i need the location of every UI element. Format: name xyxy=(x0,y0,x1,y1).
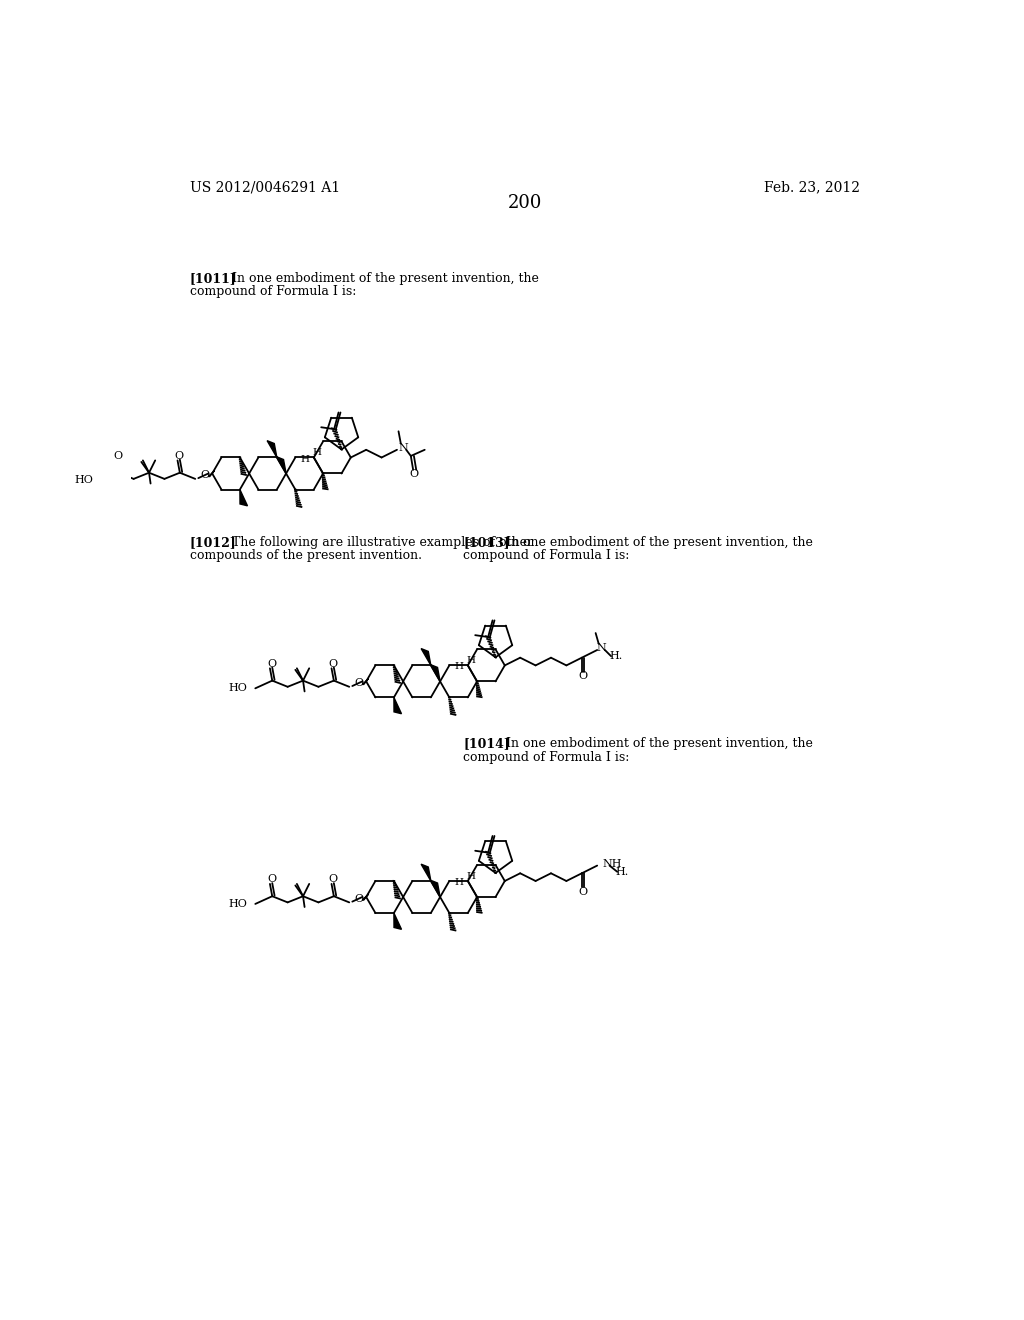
Text: [1012]: [1012] xyxy=(189,536,237,549)
Text: O: O xyxy=(354,678,364,688)
Text: H: H xyxy=(466,656,475,665)
Polygon shape xyxy=(208,470,215,477)
Polygon shape xyxy=(240,490,248,506)
Text: O: O xyxy=(113,451,122,461)
Text: O: O xyxy=(354,894,364,903)
Text: In one embodiment of the present invention, the: In one embodiment of the present inventi… xyxy=(232,272,539,285)
Text: In one embodiment of the present invention, the: In one embodiment of the present inventi… xyxy=(506,738,812,751)
Text: N: N xyxy=(398,444,408,453)
Text: H: H xyxy=(454,878,463,887)
Text: O: O xyxy=(578,887,587,896)
Text: [1011]: [1011] xyxy=(189,272,237,285)
Polygon shape xyxy=(430,664,440,681)
Polygon shape xyxy=(394,697,401,714)
Text: H: H xyxy=(312,449,322,457)
Text: H.: H. xyxy=(609,651,623,661)
Text: HO: HO xyxy=(228,899,248,909)
Text: 200: 200 xyxy=(508,194,542,213)
Text: O: O xyxy=(267,659,276,669)
Text: O: O xyxy=(200,470,209,480)
Text: [1014]: [1014] xyxy=(463,738,510,751)
Polygon shape xyxy=(421,865,431,880)
Text: O: O xyxy=(267,874,276,884)
Polygon shape xyxy=(276,457,286,474)
Text: HO: HO xyxy=(75,475,93,486)
Polygon shape xyxy=(430,880,440,898)
Text: In one embodiment of the present invention, the: In one embodiment of the present inventi… xyxy=(506,536,812,549)
Text: H.: H. xyxy=(615,867,629,876)
Text: O: O xyxy=(329,874,338,884)
Polygon shape xyxy=(267,441,276,458)
Text: US 2012/0046291 A1: US 2012/0046291 A1 xyxy=(189,181,340,194)
Text: [1013]: [1013] xyxy=(463,536,510,549)
Text: N: N xyxy=(596,643,606,653)
Text: O: O xyxy=(329,659,338,669)
Text: The following are illustrative examples of other: The following are illustrative examples … xyxy=(232,536,534,549)
Text: O: O xyxy=(174,451,183,461)
Text: HO: HO xyxy=(228,684,248,693)
Text: O: O xyxy=(578,671,587,681)
Text: O: O xyxy=(410,470,419,479)
Polygon shape xyxy=(362,894,369,900)
Text: compound of Formula I is:: compound of Formula I is: xyxy=(463,549,630,562)
Text: Feb. 23, 2012: Feb. 23, 2012 xyxy=(764,181,860,194)
Text: compound of Formula I is:: compound of Formula I is: xyxy=(189,285,356,298)
Polygon shape xyxy=(362,678,369,685)
Text: H: H xyxy=(454,663,463,672)
Text: NH: NH xyxy=(602,859,622,869)
Polygon shape xyxy=(421,648,431,665)
Polygon shape xyxy=(394,913,401,929)
Text: compounds of the present invention.: compounds of the present invention. xyxy=(189,549,422,562)
Text: H: H xyxy=(466,873,475,880)
Text: compound of Formula I is:: compound of Formula I is: xyxy=(463,751,630,763)
Text: H: H xyxy=(300,454,309,463)
